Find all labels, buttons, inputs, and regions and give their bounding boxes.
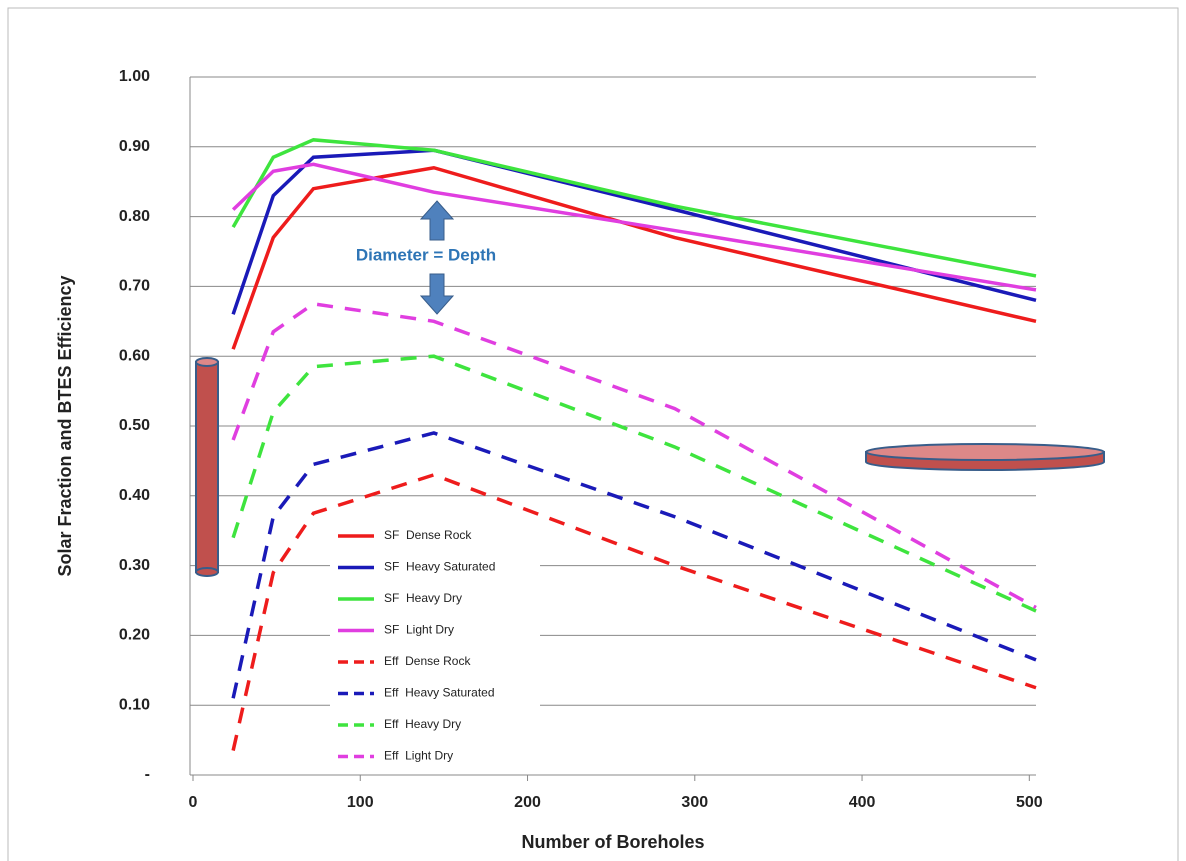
legend-box <box>330 522 540 772</box>
legend-label: SF Heavy Saturated <box>384 560 495 574</box>
y-tick-label: 0.30 <box>119 557 150 574</box>
annotation: Diameter = Depth <box>356 245 496 264</box>
up-arrow <box>419 200 455 241</box>
y-tick-label: 0.80 <box>119 208 150 225</box>
series-line <box>231 431 1037 699</box>
down-arrow <box>419 273 455 315</box>
series-line <box>231 148 1037 315</box>
horizontal-disc <box>865 443 1105 471</box>
x-tick-label: 300 <box>681 794 708 811</box>
legend-label: SF Light Dry <box>384 623 454 637</box>
x-tick-label: 400 <box>849 794 876 811</box>
x-tick-label: 500 <box>1016 794 1043 811</box>
y-tick-label: 0.90 <box>119 138 150 155</box>
series-line <box>231 354 1037 613</box>
y-tick-label: 0.20 <box>119 627 150 644</box>
series-line <box>231 138 1037 278</box>
x-axis-title: Number of Boreholes <box>521 832 704 852</box>
series-line <box>231 165 1037 350</box>
legend-label: Eff Heavy Dry <box>384 717 461 731</box>
y-tick-label: 0.10 <box>119 696 150 713</box>
y-tick-label: 1.00 <box>119 68 150 85</box>
y-tick-label: 0.40 <box>119 487 150 504</box>
x-tick-label: 100 <box>347 794 374 811</box>
x-tick-label: 200 <box>514 794 541 811</box>
legend-label: Eff Heavy Saturated <box>384 686 495 700</box>
vertical-cylinder <box>195 357 219 577</box>
legend-label: SF Heavy Dry <box>384 591 462 605</box>
x-tick-label: 0 <box>189 794 198 811</box>
legend-label: Eff Dense Rock <box>384 654 471 668</box>
legend-label: SF Dense Rock <box>384 528 472 542</box>
y-tick-label: 0.50 <box>119 417 150 434</box>
series-line <box>231 162 1037 292</box>
frame <box>7 7 1179 861</box>
series-line <box>231 302 1037 610</box>
y-tick-label: 0.60 <box>119 347 150 364</box>
series-line <box>231 473 1037 751</box>
y-axis-title: Solar Fraction and BTES Efficiency <box>55 275 75 576</box>
y-tick-label: 0.70 <box>119 278 150 295</box>
legend-label: Eff Light Dry <box>384 749 453 763</box>
y-tick-label: - <box>145 766 150 783</box>
